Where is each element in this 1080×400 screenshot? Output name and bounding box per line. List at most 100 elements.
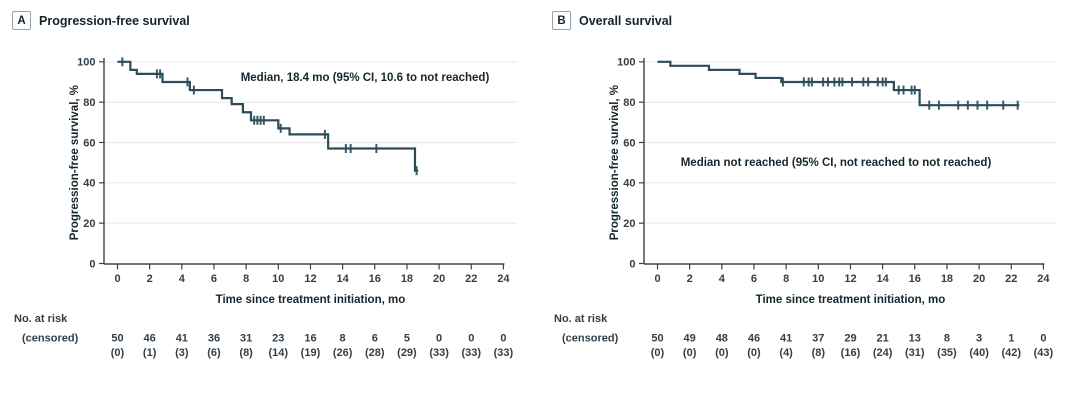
risk-table-header: No. at risk <box>554 313 608 325</box>
censored-count: (28) <box>365 347 385 359</box>
x-axis-title: Time since treatment initiation, mo <box>756 294 946 306</box>
at-risk-count: 23 <box>272 333 284 345</box>
y-tick-label: 60 <box>83 137 95 149</box>
x-tick-label: 8 <box>783 273 789 285</box>
at-risk-count: 0 <box>1040 333 1046 345</box>
censored-count: (1) <box>143 347 157 359</box>
at-risk-count: 48 <box>716 333 728 345</box>
censored-count: (33) <box>461 347 481 359</box>
y-tick-label: 80 <box>623 97 635 109</box>
censored-count: (0) <box>683 347 697 359</box>
censored-count: (4) <box>779 347 793 359</box>
at-risk-count: 46 <box>748 333 760 345</box>
x-tick-label: 10 <box>272 273 284 285</box>
x-tick-label: 2 <box>147 273 153 285</box>
x-tick-label: 6 <box>211 273 217 285</box>
panel-a-letter-badge: A <box>12 11 31 30</box>
y-tick-label: 20 <box>623 218 635 230</box>
y-axis-title: Progression-free survival, % <box>69 85 81 240</box>
at-risk-count: 50 <box>651 333 663 345</box>
at-risk-count: 6 <box>372 333 378 345</box>
survival-curve <box>657 60 1020 107</box>
censored-count: (8) <box>812 347 826 359</box>
at-risk-count: 8 <box>944 333 950 345</box>
risk-table-subheader: (censored) <box>562 333 619 345</box>
x-axis-title: Time since treatment initiation, mo <box>216 294 406 306</box>
censored-count: (3) <box>175 347 189 359</box>
x-tick-label: 4 <box>179 273 186 285</box>
censored-count: (42) <box>1001 347 1021 359</box>
at-risk-count: 16 <box>304 333 316 345</box>
panel-a-header: A Progression-free survival <box>12 11 190 30</box>
censored-count: (40) <box>969 347 989 359</box>
censored-count: (33) <box>429 347 449 359</box>
risk-table-header: No. at risk <box>14 313 68 325</box>
panel-b-letter-badge: B <box>552 11 571 30</box>
at-risk-count: 49 <box>684 333 696 345</box>
censored-count: (0) <box>715 347 729 359</box>
x-tick-label: 18 <box>941 273 953 285</box>
y-tick-label: 100 <box>77 57 95 69</box>
x-tick-label: 0 <box>114 273 120 285</box>
censored-count: (0) <box>651 347 665 359</box>
y-tick-label: 40 <box>623 178 635 190</box>
censored-count: (31) <box>905 347 925 359</box>
median-annotation: Median not reached (95% CI, not reached … <box>681 157 992 169</box>
panel-b-header: B Overall survival <box>552 11 672 30</box>
y-tick-label: 100 <box>617 57 635 69</box>
x-tick-label: 10 <box>812 273 824 285</box>
at-risk-count: 13 <box>909 333 921 345</box>
at-risk-count: 46 <box>144 333 156 345</box>
censored-count: (33) <box>494 347 514 359</box>
censored-count: (8) <box>239 347 253 359</box>
x-tick-label: 20 <box>433 273 445 285</box>
x-tick-label: 8 <box>243 273 249 285</box>
at-risk-count: 41 <box>176 333 188 345</box>
at-risk-count: 0 <box>468 333 474 345</box>
censored-count: (14) <box>269 347 289 359</box>
x-tick-label: 16 <box>909 273 921 285</box>
censored-count: (19) <box>301 347 321 359</box>
x-tick-label: 14 <box>336 273 349 285</box>
censored-count: (24) <box>873 347 893 359</box>
at-risk-count: 50 <box>111 333 123 345</box>
panel-b-plot: 0 20 40 60 80 100 0 2 4 6 8 10 12 14 16 18 20 22 24 Progres… <box>540 0 1080 400</box>
panel-a: A Progression-free survival 0 20 40 60 80 100… <box>12 11 517 359</box>
panel-a-plot: 0 20 40 60 80 100 0 2 4 6 8 10 12 14 16 18 20 22 24 Progres… <box>14 57 517 359</box>
at-risk-count: 8 <box>340 333 346 345</box>
censored-count: (0) <box>111 347 125 359</box>
panel-a-title: Progression-free survival <box>39 13 190 28</box>
censored-count: (16) <box>841 347 861 359</box>
censored-count: (35) <box>937 347 957 359</box>
at-risk-count: 0 <box>500 333 506 345</box>
censored-count: (43) <box>1034 347 1054 359</box>
at-risk-count: 37 <box>812 333 824 345</box>
y-tick-label: 0 <box>629 258 635 270</box>
y-tick-label: 40 <box>83 178 95 190</box>
x-tick-label: 22 <box>1005 273 1017 285</box>
y-axis-title: Progression-free survival, % <box>609 85 621 240</box>
at-risk-count: 31 <box>240 333 252 345</box>
at-risk-count: 41 <box>780 333 792 345</box>
x-tick-label: 2 <box>687 273 693 285</box>
at-risk-count: 29 <box>844 333 856 345</box>
x-tick-label: 12 <box>304 273 316 285</box>
y-tick-label: 0 <box>89 258 95 270</box>
x-tick-label: 16 <box>369 273 381 285</box>
at-risk-count: 21 <box>876 333 888 345</box>
y-tick-label: 80 <box>83 97 95 109</box>
x-tick-label: 6 <box>751 273 757 285</box>
at-risk-count: 1 <box>1008 333 1014 345</box>
median-annotation: Median, 18.4 mo (95% CI, 10.6 to not rea… <box>241 72 490 84</box>
at-risk-count: 36 <box>208 333 220 345</box>
x-tick-label: 20 <box>973 273 985 285</box>
x-tick-label: 0 <box>654 273 660 285</box>
x-tick-label: 24 <box>497 273 510 285</box>
y-tick-label: 60 <box>623 137 635 149</box>
at-risk-count: 3 <box>976 333 982 345</box>
x-tick-label: 18 <box>401 273 413 285</box>
censored-count: (29) <box>397 347 417 359</box>
